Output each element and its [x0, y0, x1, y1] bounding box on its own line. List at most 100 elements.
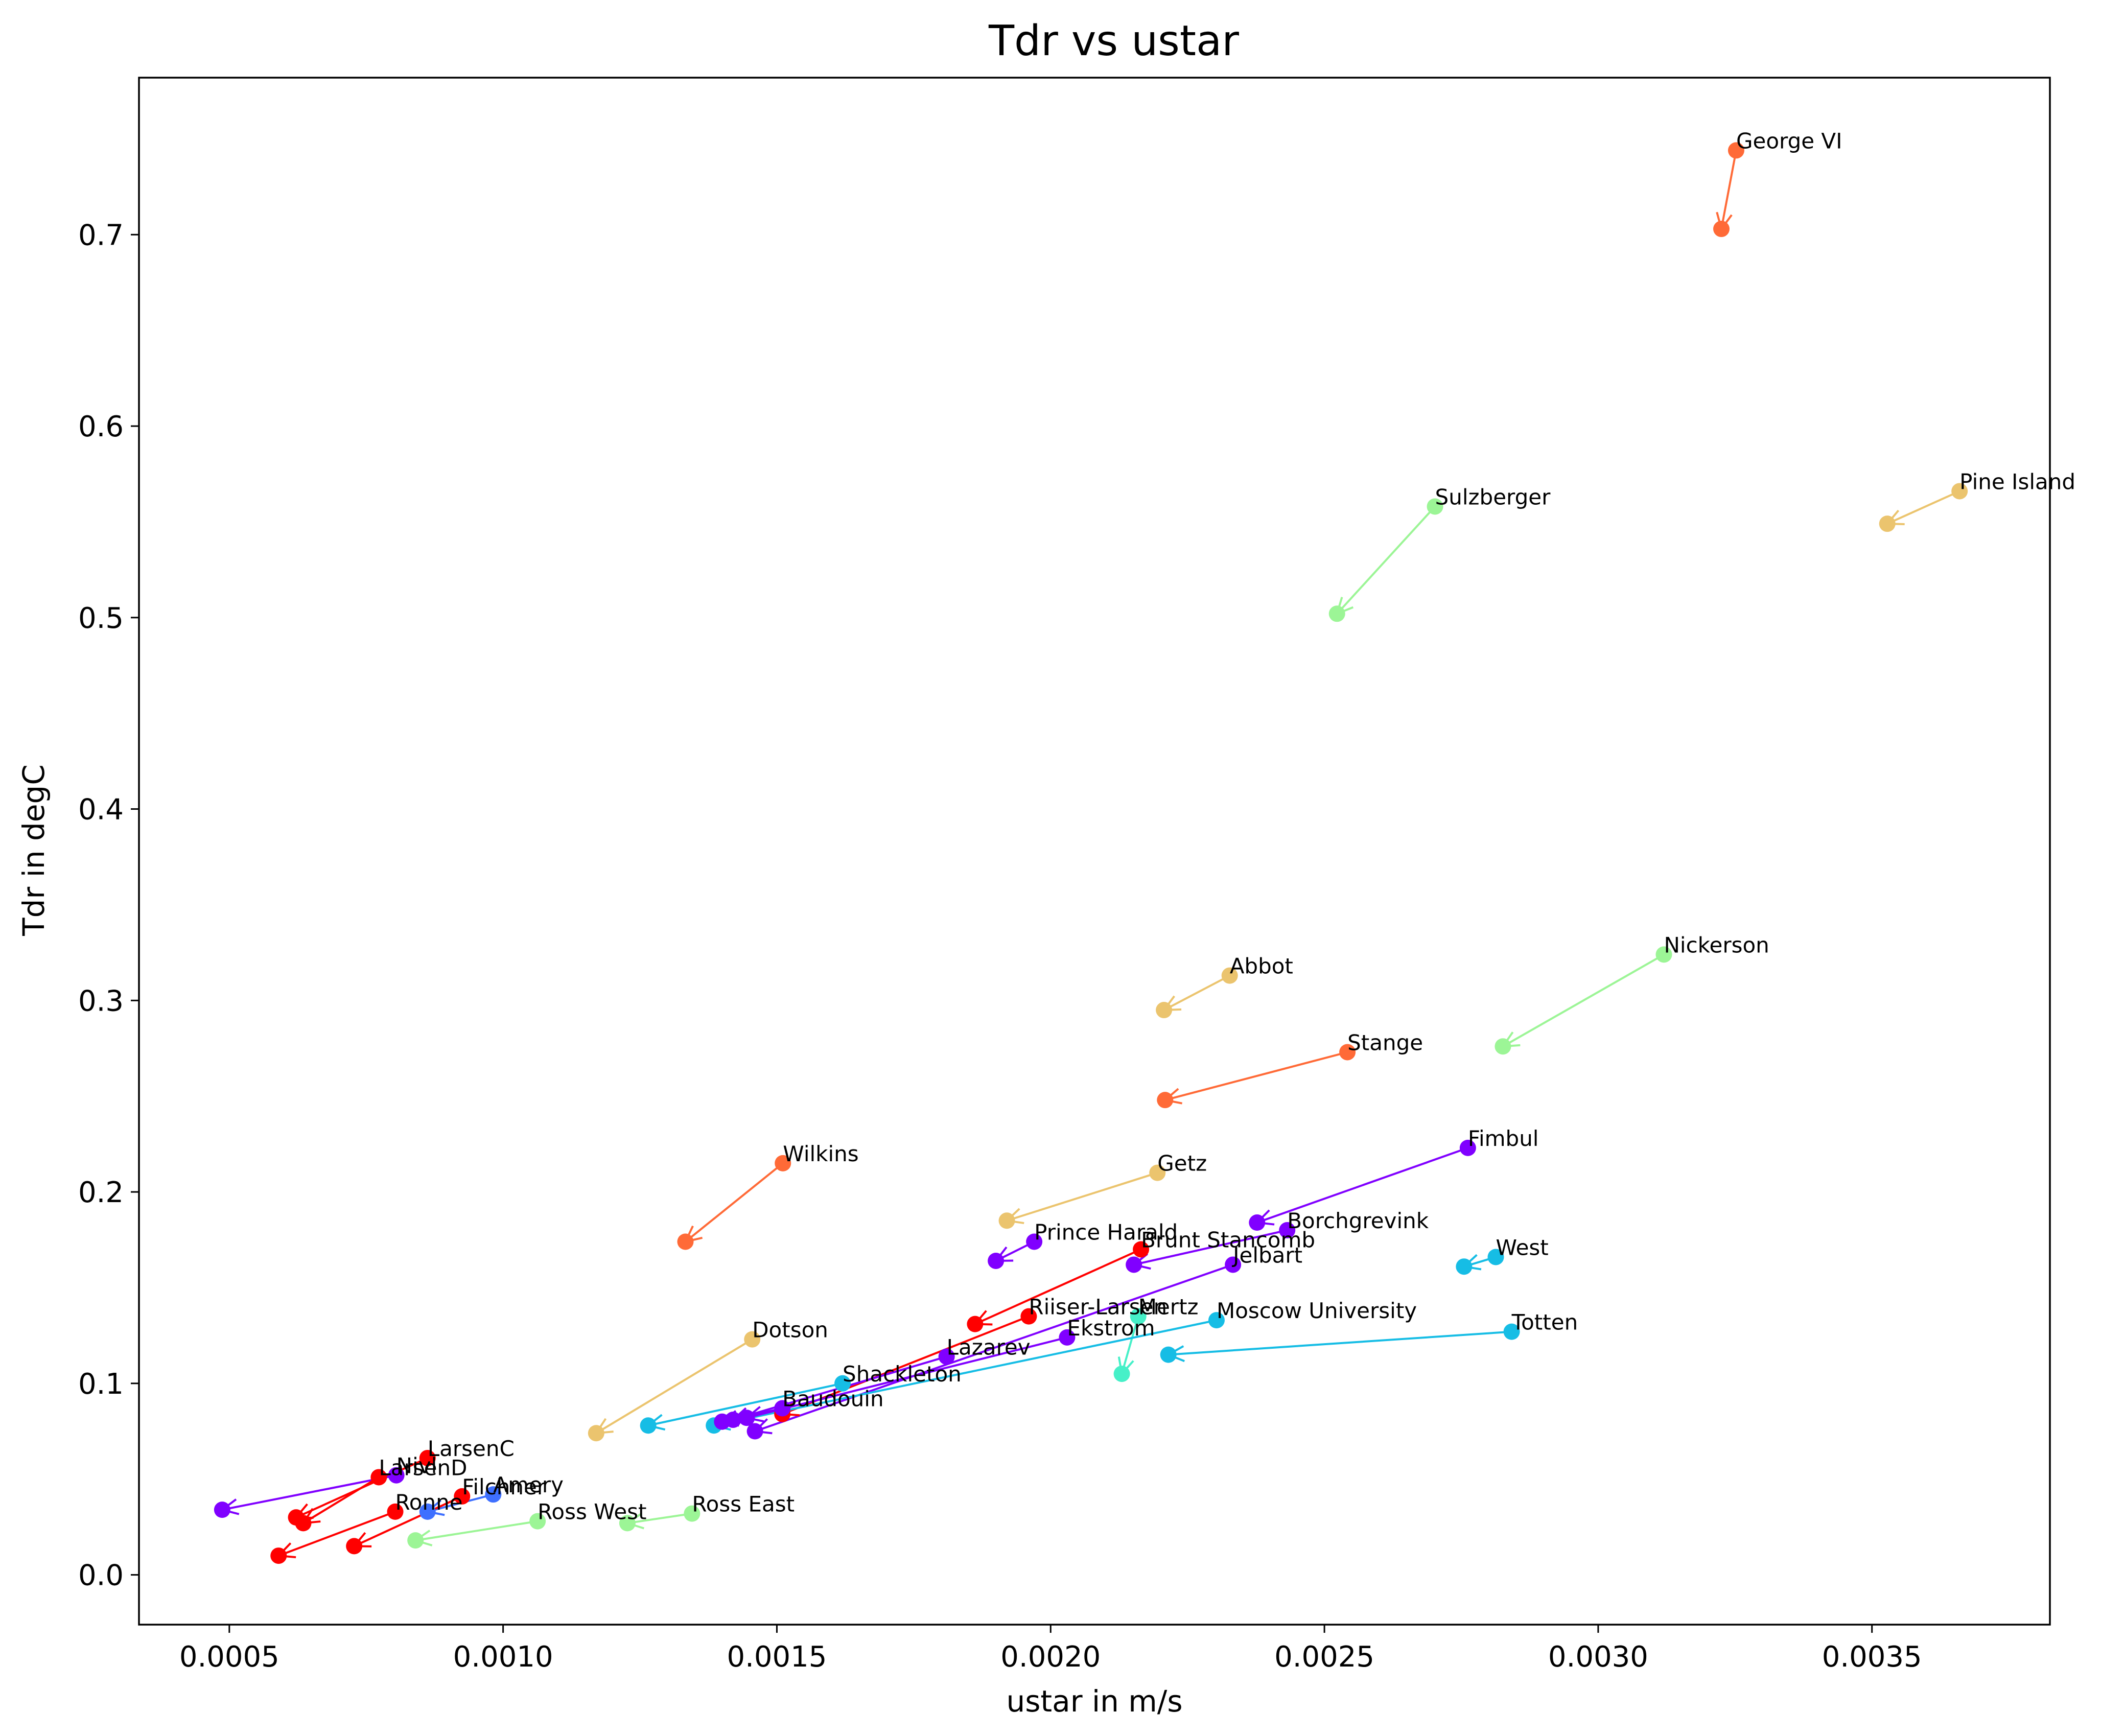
point-end: [214, 1502, 230, 1518]
y-tick-label: 0.3: [78, 984, 124, 1018]
labels-layer: George VI Pine Island Sulzberger Nickerson A…: [379, 128, 2075, 1524]
point-start: [485, 1486, 502, 1503]
point-label: Jelbart: [1231, 1242, 1302, 1268]
point-label: Pine Island: [1959, 469, 2075, 494]
point-end: [1249, 1214, 1266, 1231]
point-label: Baudouin: [782, 1387, 883, 1412]
arrow-line: [754, 1263, 1234, 1433]
point-end: [1879, 515, 1896, 532]
point-start: [419, 1449, 436, 1466]
point-start: [1487, 1249, 1504, 1265]
point-label: George VI: [1736, 128, 1842, 153]
point-end: [419, 1503, 436, 1520]
point-start: [744, 1331, 761, 1348]
point-end: [1113, 1366, 1130, 1382]
arrow-line: [1006, 1171, 1159, 1222]
point-end: [967, 1316, 984, 1332]
point-start: [1459, 1139, 1476, 1156]
point-start: [774, 1400, 791, 1417]
point-end: [677, 1233, 694, 1250]
chart-title: Tdr vs ustar: [988, 17, 1239, 65]
point-label: Ross West: [538, 1499, 646, 1524]
arrow-line: [1163, 974, 1231, 1012]
point-start: [454, 1488, 471, 1505]
point-label: Ekstrom: [1067, 1316, 1155, 1341]
point-label: Stange: [1347, 1030, 1423, 1055]
point-start: [1225, 1256, 1242, 1273]
arrow-line: [713, 1319, 1218, 1427]
point-end: [640, 1417, 657, 1434]
y-axis: 0.0 0.1 0.2 0.3 0.4 0.5 0.6 0.7: [78, 219, 139, 1592]
point-label: Dotson: [752, 1318, 828, 1343]
point-label: Amery: [493, 1472, 564, 1497]
point-start: [1339, 1044, 1356, 1061]
arrow-line: [1256, 1146, 1469, 1224]
point-start: [387, 1503, 404, 1520]
point-start: [370, 1469, 387, 1486]
y-tick-label: 0.7: [78, 219, 124, 252]
point-label: Fimbul: [1468, 1126, 1539, 1151]
y-tick-label: 0.5: [78, 602, 124, 635]
point-start: [529, 1513, 546, 1530]
y-tick-label: 0.1: [78, 1368, 124, 1401]
point-end: [270, 1547, 287, 1564]
x-tick-label: 0.0020: [1000, 1640, 1101, 1674]
point-start: [1026, 1233, 1043, 1250]
point-start: [1728, 142, 1744, 159]
point-label: LarsenC: [428, 1436, 515, 1461]
point-start: [1279, 1222, 1296, 1239]
point-end: [295, 1515, 312, 1532]
arrow-line: [1167, 1330, 1513, 1356]
point-end: [738, 1410, 755, 1426]
x-tick-label: 0.0030: [1548, 1640, 1648, 1674]
markers-layer: [214, 142, 1968, 1564]
point-label: Sulzberger: [1435, 484, 1551, 509]
point-label: Nivl: [396, 1453, 437, 1479]
arrow-line: [684, 1162, 784, 1243]
y-tick-label: 0.6: [78, 410, 124, 443]
point-start: [1133, 1241, 1150, 1258]
point-end: [1328, 605, 1345, 622]
point-label: Brunt Stancomb: [1141, 1227, 1315, 1252]
arrow-line: [1336, 505, 1436, 615]
point-start: [1951, 483, 1968, 500]
point-label: LarsenD: [379, 1455, 467, 1480]
point-end: [619, 1515, 636, 1532]
axes-frame: [138, 77, 2051, 1626]
y-tick-label: 0.4: [78, 793, 124, 827]
point-start: [775, 1155, 791, 1171]
point-label: Prince Harald: [1034, 1219, 1178, 1245]
point-end: [746, 1423, 763, 1440]
arrow-line: [1502, 953, 1665, 1048]
point-start: [1503, 1323, 1520, 1340]
point-label: Getz: [1157, 1151, 1207, 1176]
arrow-line: [277, 1510, 396, 1557]
point-label: Mertz: [1138, 1295, 1199, 1320]
point-label: West: [1496, 1235, 1549, 1260]
point-end: [988, 1252, 1005, 1269]
point-label: Abbot: [1230, 954, 1293, 979]
point-label: Filchner: [462, 1474, 546, 1499]
point-end: [346, 1538, 363, 1555]
arrow-line: [414, 1520, 539, 1542]
plot-area: George VI Pine Island Sulzberger Nickerson A…: [214, 128, 2075, 1564]
point-label: Riiser-Larsen: [1029, 1295, 1167, 1320]
point-start: [1221, 967, 1238, 984]
point-label: Shackleton: [843, 1362, 962, 1387]
point-label: Borchgrevink: [1287, 1208, 1429, 1233]
point-label: Totten: [1511, 1310, 1578, 1335]
point-end: [407, 1532, 424, 1549]
point-label: Ross East: [692, 1492, 795, 1517]
point-start: [684, 1505, 701, 1522]
y-axis-label: Tdr in degC: [16, 764, 51, 936]
x-axis: 0.0005 0.0010 0.0015 0.0020 0.0025 0.0030 0.00…: [179, 1625, 1922, 1674]
point-end: [1495, 1038, 1511, 1055]
point-start: [1208, 1312, 1225, 1329]
x-tick-label: 0.0010: [453, 1640, 553, 1674]
point-end: [1713, 221, 1730, 238]
arrow-line: [626, 1512, 693, 1524]
arrow-line: [302, 1476, 380, 1524]
point-end: [1456, 1258, 1473, 1275]
point-end: [588, 1425, 604, 1442]
